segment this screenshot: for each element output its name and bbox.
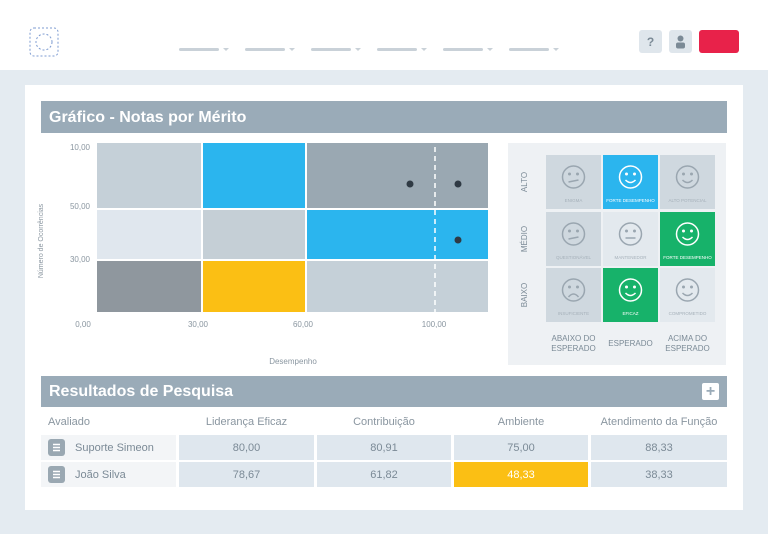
face-icon [675,278,700,302]
table-cell: 75,00 [454,435,588,460]
x-tick-label: 30,00 [188,320,209,329]
matrix-row-label: MÉDIO [520,226,529,252]
matrix-cell-label: FORTE DESEMPENHO [606,197,655,203]
face-icon [625,285,628,289]
matrix-cell [546,155,601,209]
table-cell: 48,33 [454,462,588,487]
action-button[interactable] [699,30,739,53]
face-icon [682,229,685,233]
face-icon [681,292,694,297]
section-title: Resultados de Pesquisa [41,376,727,407]
matrix-column-label: ACIMA DO ESPERADO [665,334,710,353]
user-button[interactable] [669,30,692,53]
table-cell: 80,00 [179,435,314,460]
x-tick-label: 60,00 [293,320,314,329]
y-tick-label: 30,00 [70,255,91,264]
matrix-row-label: BAIXO [520,283,529,307]
table-header: Liderança Eficaz [205,416,288,428]
face-icon [561,165,586,189]
chart-grid [97,143,488,312]
face-icon [618,222,643,246]
face-icon [568,179,579,183]
row-icon[interactable] [48,439,65,456]
y-tick-label: 10,00 [70,143,91,152]
matrix-row-label: ALTO [520,172,529,192]
face-icon [576,229,579,233]
nav-item[interactable] [179,39,231,51]
face-icon [624,292,637,297]
x-tick-label: 0,00 [75,320,91,329]
face-icon [675,165,700,189]
table-cell: 38,33 [591,462,727,487]
add-button[interactable]: + [702,383,719,400]
face-icon [576,285,579,289]
matrix-column-label: ESPERADO [608,339,653,348]
matrix-cell [546,268,601,322]
row-icon[interactable] [48,466,65,483]
matrix-cell-label: MANTENEDOR [614,254,647,260]
face-icon [681,236,694,241]
face-icon [633,229,636,233]
logo[interactable] [28,26,60,58]
nav-item[interactable] [443,39,495,51]
matrix-cell-label: INSUFICIENTE [557,310,590,316]
nav-item[interactable] [311,39,363,51]
face-icon [633,285,636,289]
matrix-cell-label: EFICAZ [622,310,639,316]
face-icon [675,222,700,246]
matrix-cell-label: FORTE DESEMPENHO [663,254,712,260]
face-icon [690,285,693,289]
face-icon [682,285,685,289]
matrix-cell-label: QUESTIONÁVEL [555,254,591,260]
y-axis-label: Número de Ocorrências [38,203,45,278]
face-icon [625,172,628,176]
table-cell: 88,33 [591,435,727,460]
nav-item[interactable] [245,39,297,51]
face-icon [625,229,628,233]
face-icon [568,229,571,233]
matrix-cell-label: ALTO POTENCIAL [668,197,707,203]
nav-item[interactable] [509,39,561,51]
face-icon [681,179,694,184]
face-icon [633,172,636,176]
table-header: Atendimento da Função [600,416,718,428]
matrix-cell-label: COMPROMETIDO [668,310,707,316]
face-icon [690,172,693,176]
y-tick-label: 50,00 [70,202,91,211]
matrix-column-label: ABAIXO DO ESPERADO [551,334,596,353]
face-icon [576,172,579,176]
table-header: Contribuição [353,416,415,428]
table-header: Ambiente [497,416,545,428]
table-cell: 78,67 [179,462,314,487]
face-icon [568,172,571,176]
help-button[interactable]: ? [639,30,662,53]
face-icon [618,278,643,302]
face-icon [682,172,685,176]
face-icon [690,229,693,233]
x-axis-label: Desempenho [269,357,317,366]
matrix-cell-label: ENIGMA [564,197,583,203]
matrix-cell [546,212,601,266]
x-tick-label: 100,00 [422,320,447,329]
face-icon [568,285,571,289]
face-icon [561,222,586,246]
table-header: Avaliado [48,416,90,428]
section-title: Gráfico - Notas por Mérito [41,101,727,133]
face-icon [567,293,580,298]
table-cell: 80,91 [317,435,451,460]
face-icon [618,165,643,189]
face-icon [568,236,579,240]
nav-item[interactable] [377,39,429,51]
matrix-cell [603,212,658,266]
table-cell: 61,82 [317,462,451,487]
face-icon [624,179,637,184]
face-icon [561,278,586,302]
